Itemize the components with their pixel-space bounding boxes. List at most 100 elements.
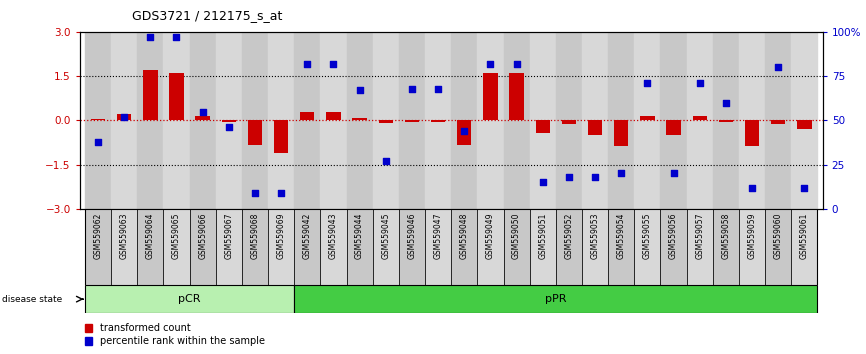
Point: [693, 80, 707, 86]
Bar: [372, 209, 399, 285]
Point: [301, 61, 314, 67]
Bar: [164, 209, 190, 285]
Bar: [117, 114, 132, 120]
Point: [798, 185, 811, 190]
Point: [248, 190, 262, 196]
Point: [405, 86, 419, 91]
Point: [170, 34, 184, 40]
Bar: [608, 32, 634, 209]
Bar: [634, 32, 661, 209]
Bar: [190, 32, 216, 209]
Text: GSM559067: GSM559067: [224, 213, 233, 259]
Point: [275, 190, 288, 196]
Bar: [346, 209, 372, 285]
Bar: [399, 209, 425, 285]
Text: GSM559042: GSM559042: [303, 213, 312, 259]
Point: [614, 171, 628, 176]
Point: [510, 61, 524, 67]
Text: GSM559058: GSM559058: [721, 213, 730, 259]
Legend: transformed count, percentile rank within the sample: transformed count, percentile rank withi…: [85, 324, 265, 346]
Point: [144, 34, 158, 40]
Bar: [588, 120, 602, 135]
Bar: [85, 32, 111, 209]
Point: [483, 61, 497, 67]
Bar: [85, 285, 294, 313]
Point: [431, 86, 445, 91]
Bar: [137, 209, 164, 285]
Bar: [268, 209, 294, 285]
Text: GSM559044: GSM559044: [355, 213, 364, 259]
Bar: [222, 120, 236, 122]
Text: GSM559061: GSM559061: [800, 213, 809, 259]
Bar: [404, 120, 419, 121]
Bar: [582, 209, 608, 285]
Point: [641, 80, 655, 86]
Bar: [661, 209, 687, 285]
Bar: [687, 209, 713, 285]
Text: GSM559069: GSM559069: [276, 213, 286, 259]
Bar: [164, 32, 190, 209]
Point: [667, 171, 681, 176]
Point: [117, 114, 131, 120]
Bar: [713, 32, 739, 209]
Text: GSM559049: GSM559049: [486, 213, 495, 259]
Bar: [640, 116, 655, 120]
Bar: [739, 32, 766, 209]
Bar: [739, 209, 766, 285]
Point: [588, 174, 602, 180]
Text: GSM559057: GSM559057: [695, 213, 704, 259]
Point: [352, 87, 366, 93]
Point: [378, 158, 392, 164]
Bar: [457, 120, 471, 145]
Text: GSM559047: GSM559047: [434, 213, 443, 259]
Bar: [111, 32, 137, 209]
Bar: [530, 32, 556, 209]
Bar: [687, 32, 713, 209]
Text: disease state: disease state: [2, 295, 62, 304]
Point: [772, 64, 785, 70]
Bar: [503, 32, 530, 209]
Text: GSM559045: GSM559045: [381, 213, 391, 259]
Point: [562, 174, 576, 180]
Bar: [745, 120, 759, 146]
Bar: [143, 70, 158, 120]
Point: [536, 179, 550, 185]
Bar: [582, 32, 608, 209]
Bar: [451, 209, 477, 285]
Bar: [326, 112, 340, 120]
Bar: [196, 116, 210, 120]
Bar: [693, 116, 707, 120]
Bar: [798, 120, 811, 129]
Text: GSM559052: GSM559052: [565, 213, 573, 259]
Bar: [169, 73, 184, 120]
Bar: [425, 32, 451, 209]
Text: GSM559053: GSM559053: [591, 213, 599, 259]
Bar: [294, 285, 818, 313]
Bar: [766, 209, 792, 285]
Bar: [346, 32, 372, 209]
Bar: [503, 209, 530, 285]
Bar: [248, 120, 262, 145]
Bar: [556, 32, 582, 209]
Bar: [268, 32, 294, 209]
Text: GSM559062: GSM559062: [94, 213, 102, 259]
Bar: [111, 209, 137, 285]
Point: [326, 61, 340, 67]
Text: GDS3721 / 212175_s_at: GDS3721 / 212175_s_at: [132, 9, 282, 22]
Bar: [530, 209, 556, 285]
Bar: [477, 209, 503, 285]
Bar: [294, 209, 320, 285]
Bar: [483, 73, 498, 120]
Text: GSM559063: GSM559063: [120, 213, 129, 259]
Bar: [301, 112, 314, 120]
Text: GSM559068: GSM559068: [250, 213, 260, 259]
Bar: [719, 120, 734, 121]
Bar: [792, 32, 818, 209]
Bar: [399, 32, 425, 209]
Text: pPR: pPR: [545, 294, 566, 304]
Point: [222, 125, 236, 130]
Bar: [451, 32, 477, 209]
Text: GSM559055: GSM559055: [643, 213, 652, 259]
Bar: [352, 118, 367, 120]
Bar: [614, 120, 629, 146]
